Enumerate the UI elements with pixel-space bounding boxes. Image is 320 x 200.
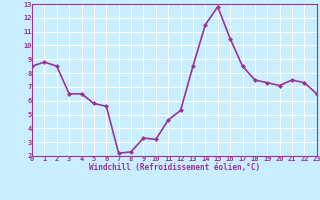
X-axis label: Windchill (Refroidissement éolien,°C): Windchill (Refroidissement éolien,°C) (89, 163, 260, 172)
